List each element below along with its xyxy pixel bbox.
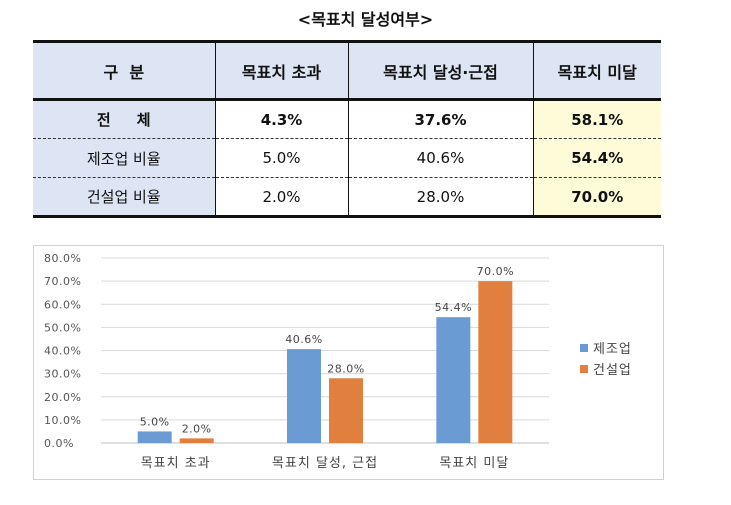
data-label: 28.0% — [327, 362, 364, 375]
legend-label: 제조업 — [593, 342, 632, 357]
cell-achieve: 40.6% — [347, 138, 533, 178]
y-tick-label: 20.0% — [44, 391, 81, 404]
legend-swatch — [580, 365, 588, 373]
bar-chart-svg: 0.0% 10.0% 20.0% 30.0% 40.0% 50.0% 60.0% 70.0% 8… — [44, 252, 632, 471]
cell-achieve: 37.6% — [347, 99, 533, 139]
table-row-manufacturing: 제조업 비율 5.0% 40.6% 54.4% — [33, 138, 661, 178]
bar-manufacturing — [287, 349, 321, 443]
data-label: 54.4% — [435, 301, 472, 314]
header-achieve: 목표치 달성·근접 — [347, 40, 533, 101]
cell-exceed: 4.3% — [214, 99, 348, 139]
header-miss: 목표치 미달 — [532, 40, 661, 101]
table-row-total: 전 체 4.3% 37.6% 58.1% — [33, 99, 661, 139]
y-tick-label: 60.0% — [44, 298, 81, 311]
y-tick-label: 40.0% — [44, 345, 81, 358]
cell-exceed: 5.0% — [214, 138, 348, 178]
y-tick-label: 10.0% — [44, 414, 81, 427]
y-tick-label: 80.0% — [44, 252, 81, 265]
cell-miss: 54.4% — [532, 138, 661, 178]
bar-manufacturing — [436, 317, 471, 443]
row-label: 전 체 — [33, 99, 215, 139]
cell-exceed: 2.0% — [214, 177, 348, 218]
bar-manufacturing — [137, 431, 172, 443]
x-tick-label: 목표치 초과 — [141, 456, 211, 471]
header-category: 구 분 — [33, 40, 215, 101]
table-row-construction: 건설업 비율 2.0% 28.0% 70.0% — [33, 177, 661, 218]
x-tick-label: 목표치 미달 — [439, 456, 509, 471]
cell-miss: 70.0% — [532, 177, 661, 218]
bar-chart: 0.0% 10.0% 20.0% 30.0% 40.0% 50.0% 60.0% 70.0% 8… — [33, 245, 664, 480]
y-tick-label: 30.0% — [44, 368, 81, 381]
achievement-table: 구 분 목표치 초과 목표치 달성·근접 목표치 미달 전 체 4.3% 37.… — [33, 40, 661, 218]
cell-achieve: 28.0% — [347, 177, 533, 218]
row-label: 제조업 비율 — [33, 138, 215, 178]
table-title: <목표치 달성여부> — [297, 10, 434, 29]
data-label: 2.0% — [182, 422, 212, 435]
data-label: 70.0% — [477, 265, 514, 278]
y-tick-label: 50.0% — [44, 321, 81, 334]
bar-construction — [179, 438, 214, 443]
legend-swatch — [580, 344, 588, 352]
header-exceed: 목표치 초과 — [214, 40, 348, 101]
bar-construction — [478, 281, 513, 443]
row-label: 건설업 비율 — [33, 177, 215, 218]
y-tick-label: 0.0% — [44, 437, 74, 450]
x-tick-label: 목표치 달성, 근접 — [272, 456, 378, 471]
table-header-row: 구 분 목표치 초과 목표치 달성·근접 목표치 미달 — [33, 40, 661, 101]
y-tick-label: 70.0% — [44, 275, 81, 288]
data-label: 5.0% — [140, 415, 170, 428]
legend-label: 건설업 — [593, 363, 632, 378]
cell-miss: 58.1% — [532, 99, 661, 139]
data-label: 40.6% — [285, 333, 322, 346]
bar-construction — [329, 378, 363, 443]
